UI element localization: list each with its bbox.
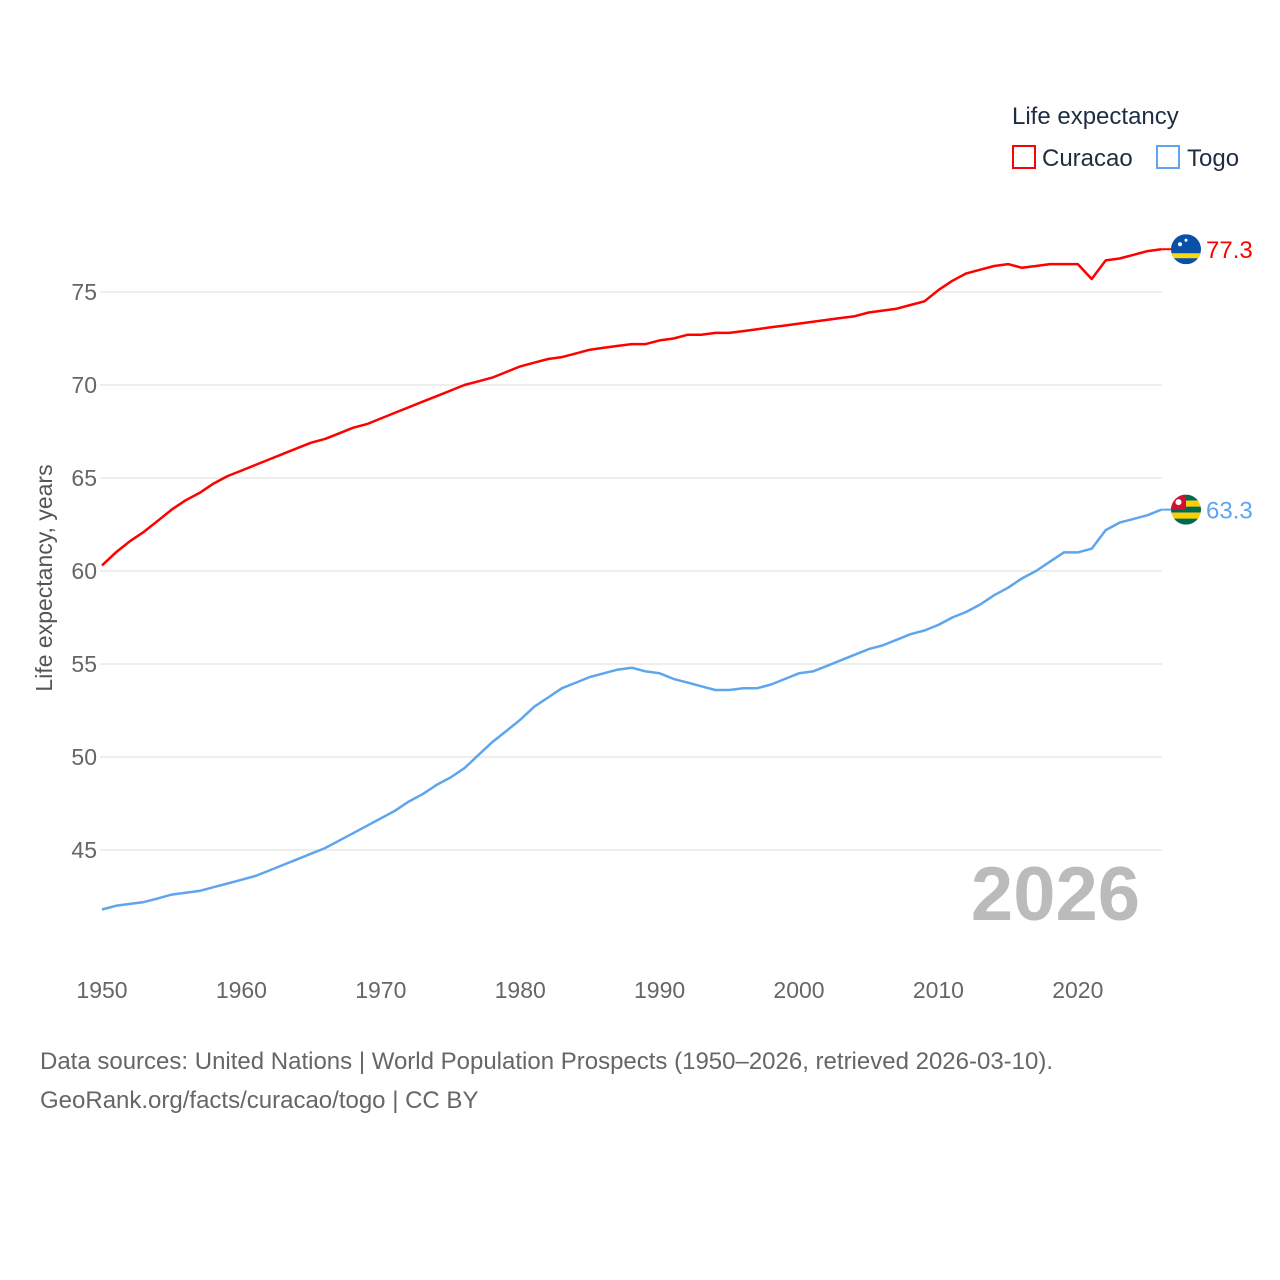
legend: Life expectancy Curacao Togo [1012,103,1239,172]
x-tick-label: 1970 [355,977,406,1003]
x-tick-label: 1990 [634,977,685,1003]
legend-title: Life expectancy [1012,103,1179,130]
y-tick-label: 65 [71,465,97,491]
curacao-flag-icon [1171,234,1201,265]
gridlines [100,291,1162,851]
legend-swatch-curacao [1012,145,1036,169]
y-tick-label: 50 [71,744,97,770]
x-tick-label: 2000 [773,977,824,1003]
end-value-togo: 63.3 [1206,498,1253,525]
y-tick-label: 55 [71,651,97,677]
legend-item-curacao[interactable]: Curacao [1012,145,1133,172]
footer-attribution[interactable]: GeoRank.org/facts/curacao/togo | CC BY [40,1087,478,1114]
series-end-markers: 77.3 63.3 [1161,234,1253,525]
legend-swatch-togo [1156,145,1180,169]
series-line-togo [101,508,1162,911]
x-tick-label: 2010 [913,977,964,1003]
y-tick-label: 60 [71,558,97,584]
x-tick-label: 1950 [76,977,127,1003]
series-line-curacao [101,247,1162,567]
y-axis-ticks: 45 50 55 60 65 70 75 [71,279,97,863]
y-tick-label: 75 [71,279,97,305]
end-value-curacao: 77.3 [1206,237,1253,264]
legend-label-curacao: Curacao [1042,145,1133,172]
footer-sources: Data sources: United Nations | World Pop… [40,1048,1053,1075]
y-tick-label: 70 [71,372,97,398]
series-lines [101,247,1162,911]
x-tick-label: 2020 [1052,977,1103,1003]
x-tick-label: 1980 [495,977,546,1003]
y-tick-label: 45 [71,837,97,863]
legend-label-togo: Togo [1187,145,1239,172]
legend-item-togo[interactable]: Togo [1156,145,1239,172]
x-tick-label: 1960 [216,977,267,1003]
x-axis-ticks: 1950 1960 1970 1980 1990 2000 2010 2020 [76,977,1103,1003]
togo-flag-icon [1171,494,1201,525]
y-axis-label: Life expectancy, years [31,464,57,691]
year-watermark: 2026 [971,852,1140,937]
